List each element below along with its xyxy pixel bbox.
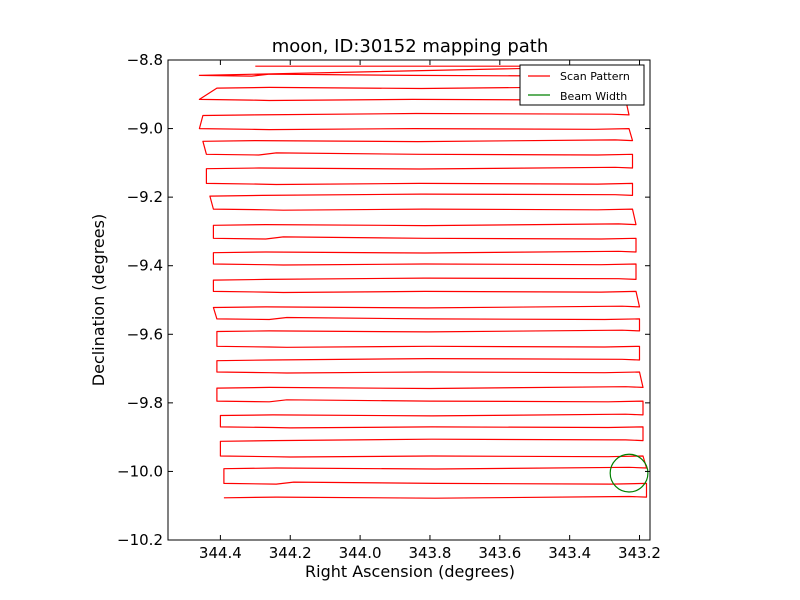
y-tick-label: −10.0 (117, 462, 163, 480)
chart-title: moon, ID:30152 mapping path (272, 36, 549, 57)
x-axis-label: Right Ascension (degrees) (305, 562, 515, 581)
legend-scan-pattern-label: Scan Pattern (560, 70, 630, 83)
y-tick-label: −9.4 (127, 257, 163, 275)
y-axis-ticks: −8.8 −9.0 −9.2 −9.4 −9.6 −9.8 −10.0 −10.2 (117, 51, 650, 549)
x-axis-ticks: 344.4 344.2 344.0 343.8 343.6 343.4 343.2 (199, 60, 661, 562)
x-tick-label: 343.8 (408, 544, 451, 562)
y-axis-label: Declination (degrees) (89, 214, 108, 386)
x-tick-label: 343.2 (618, 544, 661, 562)
x-tick-label: 344.0 (339, 544, 382, 562)
y-tick-label: −9.2 (127, 188, 163, 206)
legend-box (519, 64, 645, 106)
beam-width-circle (609, 453, 649, 493)
y-tick-label: −9.8 (127, 394, 163, 412)
legend: Scan Pattern Beam Width (519, 64, 645, 106)
plot-frame (167, 59, 651, 541)
scan-pattern-line (198, 65, 648, 499)
legend-beam-width-label: Beam Width (560, 90, 627, 103)
y-tick-label: −9.0 (127, 120, 163, 138)
x-tick-label: 343.4 (548, 544, 591, 562)
x-tick-label: 344.4 (199, 544, 242, 562)
y-tick-label: −10.2 (117, 531, 163, 549)
plot-area (198, 65, 649, 499)
x-tick-label: 343.6 (478, 544, 521, 562)
y-tick-label: −8.8 (127, 51, 163, 69)
y-tick-label: −9.6 (127, 325, 163, 343)
x-tick-label: 344.2 (269, 544, 312, 562)
